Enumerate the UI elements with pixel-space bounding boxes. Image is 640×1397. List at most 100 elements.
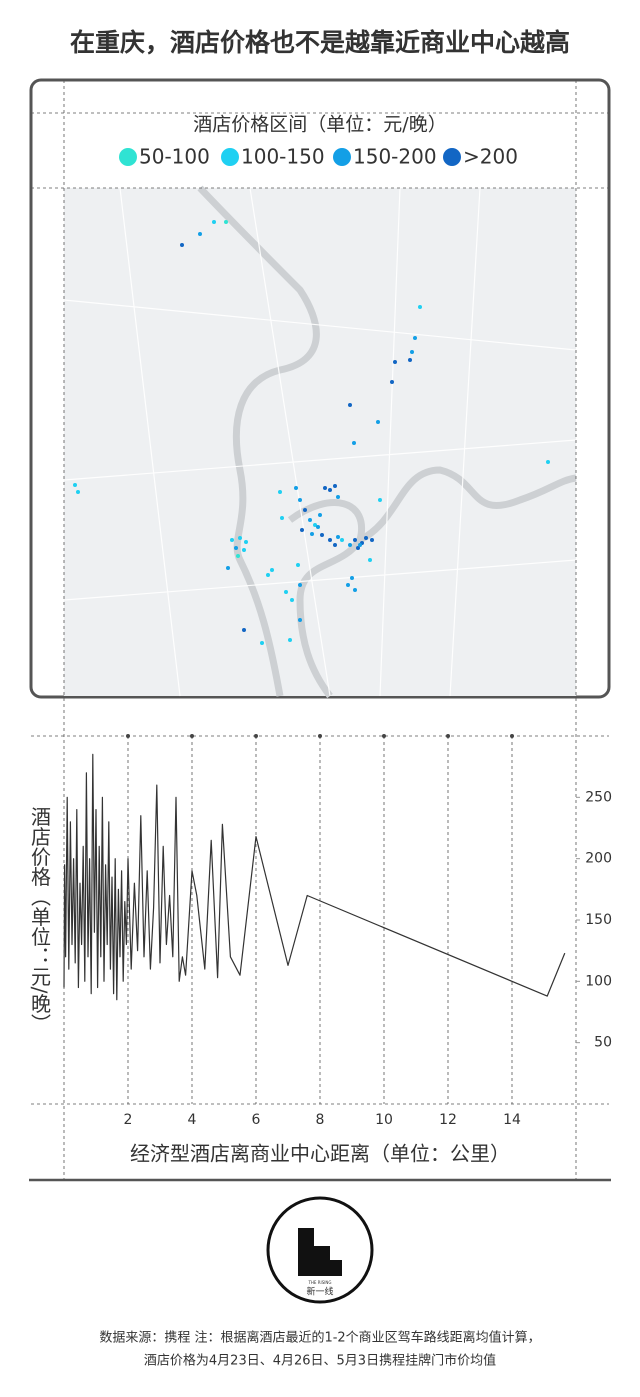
x-tick-label: 12 — [439, 1112, 457, 1128]
x-tick-label: 10 — [375, 1112, 393, 1128]
hotel-dot — [336, 535, 340, 539]
hotel-dot — [333, 484, 337, 488]
tick-dot — [126, 734, 130, 738]
tick-dot — [446, 734, 450, 738]
tick-dot — [510, 734, 514, 738]
hotel-dot — [236, 554, 240, 558]
hotel-dot — [352, 441, 356, 445]
hotel-dot — [346, 583, 350, 587]
hotel-dot — [356, 546, 360, 550]
hotel-dot — [348, 543, 352, 547]
legend-swatch — [443, 148, 461, 166]
hotel-dot — [224, 220, 228, 224]
hotel-dot — [368, 558, 372, 562]
hotel-dot — [260, 641, 264, 645]
hotel-dot — [320, 533, 324, 537]
legend-label: 150-200 — [353, 145, 437, 169]
hotel-dot — [73, 483, 77, 487]
hotel-dot — [546, 460, 550, 464]
hotel-dot — [390, 380, 394, 384]
hotel-dot — [364, 536, 368, 540]
y-tick-label: 100 — [585, 973, 612, 989]
hotel-dot — [413, 336, 417, 340]
hotel-dot — [410, 350, 414, 354]
legend-label: 100-150 — [241, 145, 325, 169]
hotel-dot — [76, 490, 80, 494]
hotel-dots — [73, 220, 550, 645]
x-tick-label: 2 — [124, 1112, 133, 1128]
price-line — [63, 753, 566, 1001]
hotel-dot — [294, 486, 298, 490]
x-tick-label: 14 — [503, 1112, 521, 1128]
roads — [63, 187, 577, 697]
hotel-dot — [308, 518, 312, 522]
map-background — [64, 188, 576, 696]
hotel-dot — [226, 566, 230, 570]
hotel-dot — [323, 486, 327, 490]
hotel-dot — [353, 588, 357, 592]
logo-mark — [298, 1228, 342, 1276]
legend-title: 酒店价格区间（单位：元/晚） — [193, 114, 446, 136]
logo-subtext: THE RISING — [307, 1280, 331, 1285]
hotel-dot — [284, 590, 288, 594]
hotel-dot — [288, 638, 292, 642]
hotel-dot — [376, 420, 380, 424]
legend-swatch — [119, 148, 137, 166]
hotel-dot — [270, 568, 274, 572]
hotel-dot — [418, 305, 422, 309]
hotel-dot — [313, 523, 317, 527]
hotel-dot — [393, 360, 397, 364]
y-tick-label: 200 — [585, 851, 612, 867]
hotel-dot — [358, 543, 362, 547]
legend-swatch — [333, 148, 351, 166]
tick-dot — [382, 734, 386, 738]
tick-dot — [190, 734, 194, 738]
legend-label: >200 — [463, 145, 518, 169]
hotel-dot — [378, 498, 382, 502]
tick-dot — [254, 734, 258, 738]
footer-line: 酒店价格为4月23日、4月26日、5月3日携程挂牌门市价均值 — [144, 1353, 496, 1369]
x-tick-label: 6 — [252, 1112, 261, 1128]
hotel-dot — [298, 498, 302, 502]
footer-line: 数据来源：携程 注：根据离酒店最近的1-2个商业区驾车路线距离均值计算， — [99, 1330, 540, 1346]
logo-text: 新一线 — [306, 1286, 333, 1298]
hotel-dot — [230, 538, 234, 542]
hotel-dot — [298, 583, 302, 587]
hotel-dot — [303, 508, 307, 512]
hotel-dot — [350, 576, 354, 580]
hotel-dot — [328, 488, 332, 492]
y-axis-label: 酒店价格（单位：元/晚） — [28, 806, 52, 1033]
hotel-dot — [336, 495, 340, 499]
hotel-dot — [348, 403, 352, 407]
legend: 50-100 100-150 150-200 >200 — [119, 145, 518, 169]
hotel-dot — [333, 543, 337, 547]
hotel-dot — [340, 538, 344, 542]
hotel-dot — [212, 220, 216, 224]
hotel-dot — [180, 243, 184, 247]
line-chart: 2 4 6 8 10 12 14 50 100 150 200 250 经济型酒店离商业中心距离（单位：… — [28, 734, 612, 1166]
hotel-dot — [316, 525, 320, 529]
page-title: 在重庆，酒店价格也不是越靠近商业中心越高 — [70, 28, 570, 57]
hotel-dot — [242, 628, 246, 632]
hotel-dot — [198, 232, 202, 236]
x-tick-label: 8 — [316, 1112, 325, 1128]
x-tick-label: 4 — [188, 1112, 197, 1128]
hotel-dot — [318, 513, 322, 517]
y-tick-label: 150 — [585, 912, 612, 928]
hotel-dot — [244, 540, 248, 544]
y-tick-label: 50 — [594, 1035, 612, 1051]
legend-label: 50-100 — [139, 145, 210, 169]
legend-swatch — [221, 148, 239, 166]
hotel-dot — [280, 516, 284, 520]
hotel-dot — [328, 538, 332, 542]
hotel-dot — [278, 490, 282, 494]
hotel-dot — [238, 536, 242, 540]
hotel-dot — [298, 618, 302, 622]
hotel-dot — [242, 548, 246, 552]
hotel-dot — [370, 538, 374, 542]
y-tick-label: 250 — [585, 789, 612, 805]
hotel-dot — [300, 528, 304, 532]
hotel-dot — [266, 573, 270, 577]
x-axis-label: 经济型酒店离商业中心距离（单位：公里） — [130, 1142, 510, 1166]
